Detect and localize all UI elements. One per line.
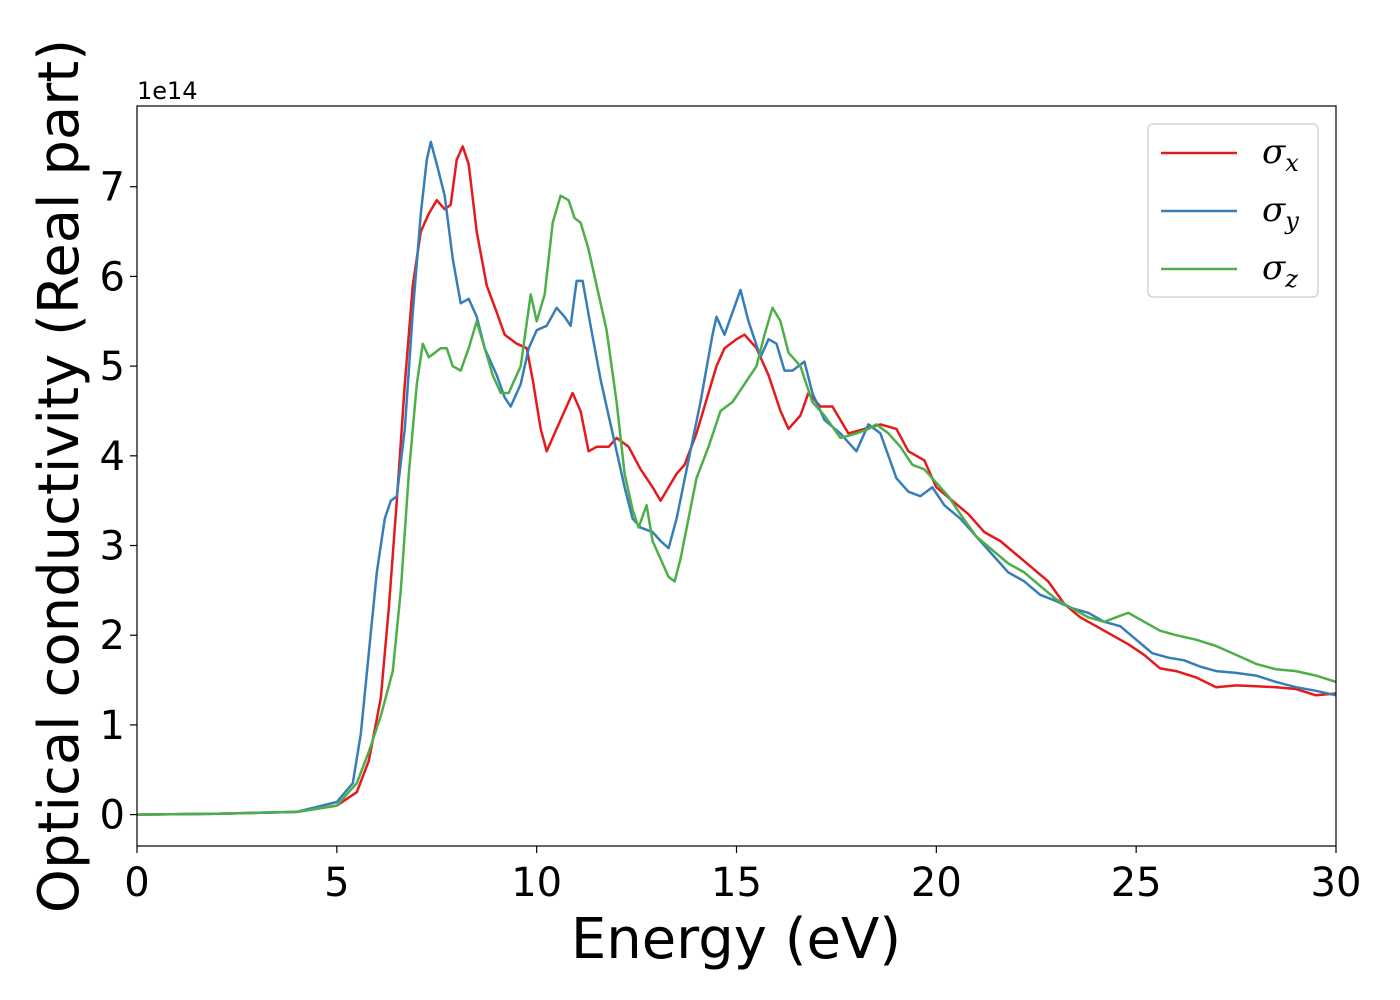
y-axis-label: Optical conductivity (Real part) xyxy=(27,39,92,913)
legend-label-z: σz xyxy=(1262,248,1298,293)
y-tick-label: 5 xyxy=(100,344,125,390)
y-tick-label: 7 xyxy=(100,165,125,211)
x-tick-label: 0 xyxy=(124,860,149,906)
y-axis-ticks: 0 1 2 3 4 5 6 7 xyxy=(100,165,137,839)
y-tick-label: 4 xyxy=(100,434,125,480)
legend-subscript: x xyxy=(1285,149,1299,177)
legend-symbol: σ xyxy=(1262,132,1286,172)
x-tick-label: 15 xyxy=(711,860,762,906)
x-tick-label: 30 xyxy=(1311,860,1362,906)
legend-symbol: σ xyxy=(1262,190,1286,230)
y-tick-label: 0 xyxy=(100,793,125,839)
x-axis-ticks: 0 5 10 15 20 25 30 xyxy=(124,846,1361,906)
y-tick-label: 6 xyxy=(100,254,125,300)
legend-subscript: z xyxy=(1284,265,1298,293)
x-tick-label: 25 xyxy=(1111,860,1162,906)
x-tick-label: 5 xyxy=(324,860,349,906)
series-layer xyxy=(136,140,1337,816)
x-axis-label: Energy (eV) xyxy=(571,907,901,972)
legend-symbol: σ xyxy=(1262,248,1286,288)
series-line-z xyxy=(136,194,1337,816)
y-tick-label: 3 xyxy=(100,524,125,570)
legend-subscript: y xyxy=(1284,207,1299,235)
legend-label-y: σy xyxy=(1262,190,1299,235)
y-tick-label: 1 xyxy=(100,703,125,749)
x-tick-label: 10 xyxy=(511,860,562,906)
plot-background xyxy=(137,106,1336,846)
y-tick-label: 2 xyxy=(100,613,125,659)
x-tick-label: 20 xyxy=(911,860,962,906)
y-offset-label: 1e14 xyxy=(137,77,198,105)
legend-label-x: σx xyxy=(1262,132,1299,177)
